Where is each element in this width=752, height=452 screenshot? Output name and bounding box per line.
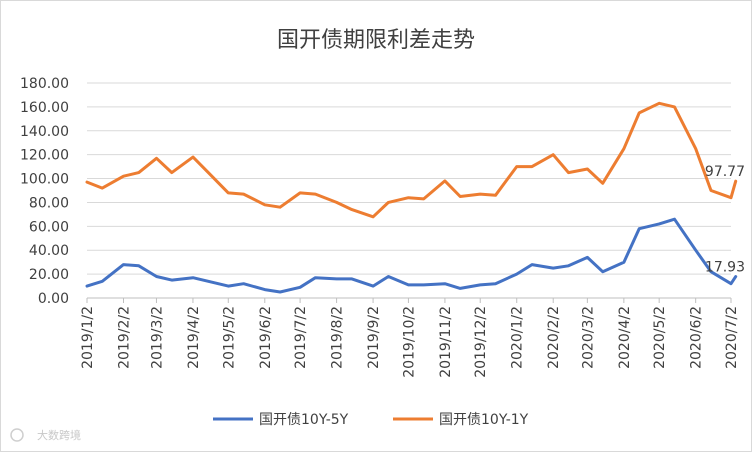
- watermark-text: 大数跨境: [37, 428, 81, 442]
- x-tick-label: 2019/8/2: [330, 306, 346, 369]
- watermark: 大数跨境: [10, 428, 81, 442]
- y-tick-label: 120.00: [20, 148, 69, 164]
- x-tick-label: 2020/6/2: [689, 306, 705, 369]
- y-tick-label: 100.00: [20, 172, 69, 188]
- x-tick-label: 2019/5/2: [221, 306, 237, 369]
- y-tick-label: 80.00: [29, 195, 69, 211]
- x-tick-label: 2020/3/2: [580, 306, 596, 369]
- y-tick-label: 0.00: [38, 291, 69, 307]
- watermark-logo-icon: [10, 428, 24, 442]
- y-tick-label: 40.00: [29, 243, 69, 259]
- legend-label: 国开债10Y-5Y: [259, 412, 349, 428]
- y-tick-label: 20.00: [29, 267, 69, 283]
- series-lines: [85, 101, 738, 294]
- x-tick-label: 2020/5/2: [652, 306, 668, 369]
- x-tick-label: 2019/10/2: [401, 306, 417, 378]
- x-tick-label: 2020/7/2: [724, 306, 740, 369]
- x-tick-label: 2020/1/2: [510, 306, 526, 369]
- data-label: 17.93: [705, 260, 745, 276]
- x-tick-label: 2019/3/2: [149, 306, 165, 369]
- gridlines: [87, 82, 731, 299]
- y-tick-label: 180.00: [20, 76, 69, 92]
- series-line-2: [85, 101, 738, 219]
- x-tick-label: 2019/7/2: [293, 306, 309, 369]
- x-tick-label: 2020/2/2: [546, 306, 562, 369]
- x-tick-label: 2020/4/2: [617, 306, 633, 369]
- x-tick-label: 2019/6/2: [258, 306, 274, 369]
- y-axis-ticks: 0.00 20.00 40.00 60.00 80.00 100.00 120.00 140.…: [20, 76, 69, 307]
- legend: 国开债10Y-5Y 国开债10Y-1Y: [213, 412, 529, 428]
- x-tick-label: 2019/12/2: [473, 306, 489, 378]
- legend-label: 国开债10Y-1Y: [439, 412, 529, 428]
- y-tick-label: 160.00: [20, 100, 69, 116]
- x-tick-label: 2019/9/2: [366, 306, 382, 369]
- y-tick-label: 60.00: [29, 219, 69, 235]
- x-axis-ticks: 2019/1/2 2019/2/2 2019/3/2 2019/4/2 2019/5/2…: [80, 298, 740, 378]
- x-tick-label: 2019/11/2: [438, 306, 454, 378]
- x-tick-label: 2019/2/2: [116, 306, 132, 369]
- data-labels: 97.77 17.93: [705, 164, 745, 275]
- data-label: 97.77: [705, 164, 745, 180]
- series-line-1: [85, 217, 738, 294]
- y-tick-label: 140.00: [20, 124, 69, 140]
- x-tick-label: 2019/1/2: [80, 306, 96, 369]
- chart-title: 国开债期限利差走势: [277, 28, 475, 53]
- x-tick-label: 2019/4/2: [186, 306, 202, 369]
